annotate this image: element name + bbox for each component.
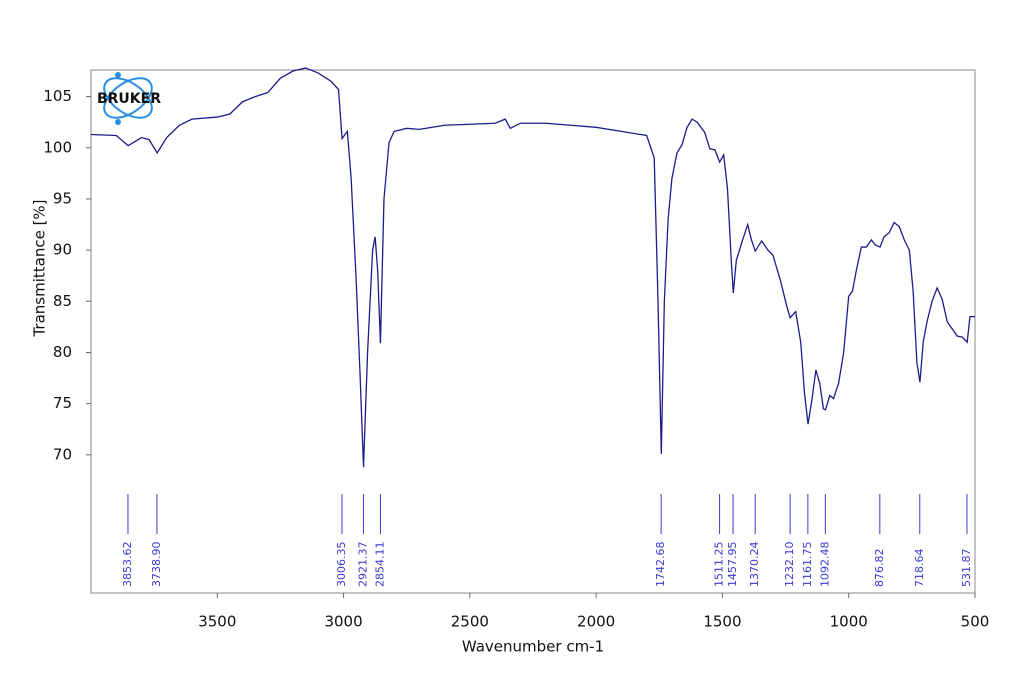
peak-label: 1742.68: [654, 542, 667, 588]
y-tick-label: 90: [53, 241, 72, 259]
peak-label: 876.82: [873, 549, 886, 588]
x-tick-label: 1000: [830, 613, 868, 631]
peak-label: 3853.62: [121, 542, 134, 588]
x-tick-label: 1500: [703, 613, 741, 631]
y-tick-label: 70: [53, 445, 72, 463]
peak-label: 1232.10: [783, 542, 796, 588]
spectrum-line: [90, 67, 975, 468]
peak-label: 718.64: [913, 549, 926, 588]
peak-label: 2921.37: [356, 542, 369, 588]
peak-label: 1511.25: [713, 542, 726, 588]
y-tick-label: 75: [53, 394, 72, 412]
x-tick-label: 3500: [198, 613, 236, 631]
peak-label: 3006.35: [335, 542, 348, 588]
peak-label: 3738.90: [150, 542, 163, 588]
peak-label: 531.87: [960, 549, 973, 588]
logo-text: BRUKER: [97, 91, 161, 107]
y-axis-label: Transmittance [%]: [31, 199, 49, 337]
peak-label: 2854.11: [373, 542, 386, 588]
logo-dot: [115, 72, 121, 78]
y-tick-label: 85: [53, 292, 72, 310]
logo-dot: [115, 119, 121, 125]
peak-label: 1370.24: [748, 542, 761, 588]
logo-orbit: [103, 77, 153, 119]
y-tick-label: 95: [53, 189, 72, 207]
y-tick-label: 100: [43, 138, 72, 156]
y-tick-label: 80: [53, 343, 72, 361]
x-tick-label: 2500: [451, 613, 489, 631]
logo-orbit: [103, 77, 153, 119]
plot-frame: [90, 69, 976, 594]
y-tick-label: 105: [43, 87, 72, 105]
x-axis-label: Wavenumber cm-1: [462, 638, 604, 656]
peak-label: 1161.75: [801, 542, 814, 588]
x-tick-label: 500: [961, 613, 990, 631]
x-tick-label: 2000: [577, 613, 615, 631]
peak-label: 1092.48: [818, 542, 831, 588]
logo: BRUKER: [97, 72, 161, 125]
x-tick-label: 3000: [324, 613, 362, 631]
peak-label: 1457.95: [726, 542, 739, 588]
